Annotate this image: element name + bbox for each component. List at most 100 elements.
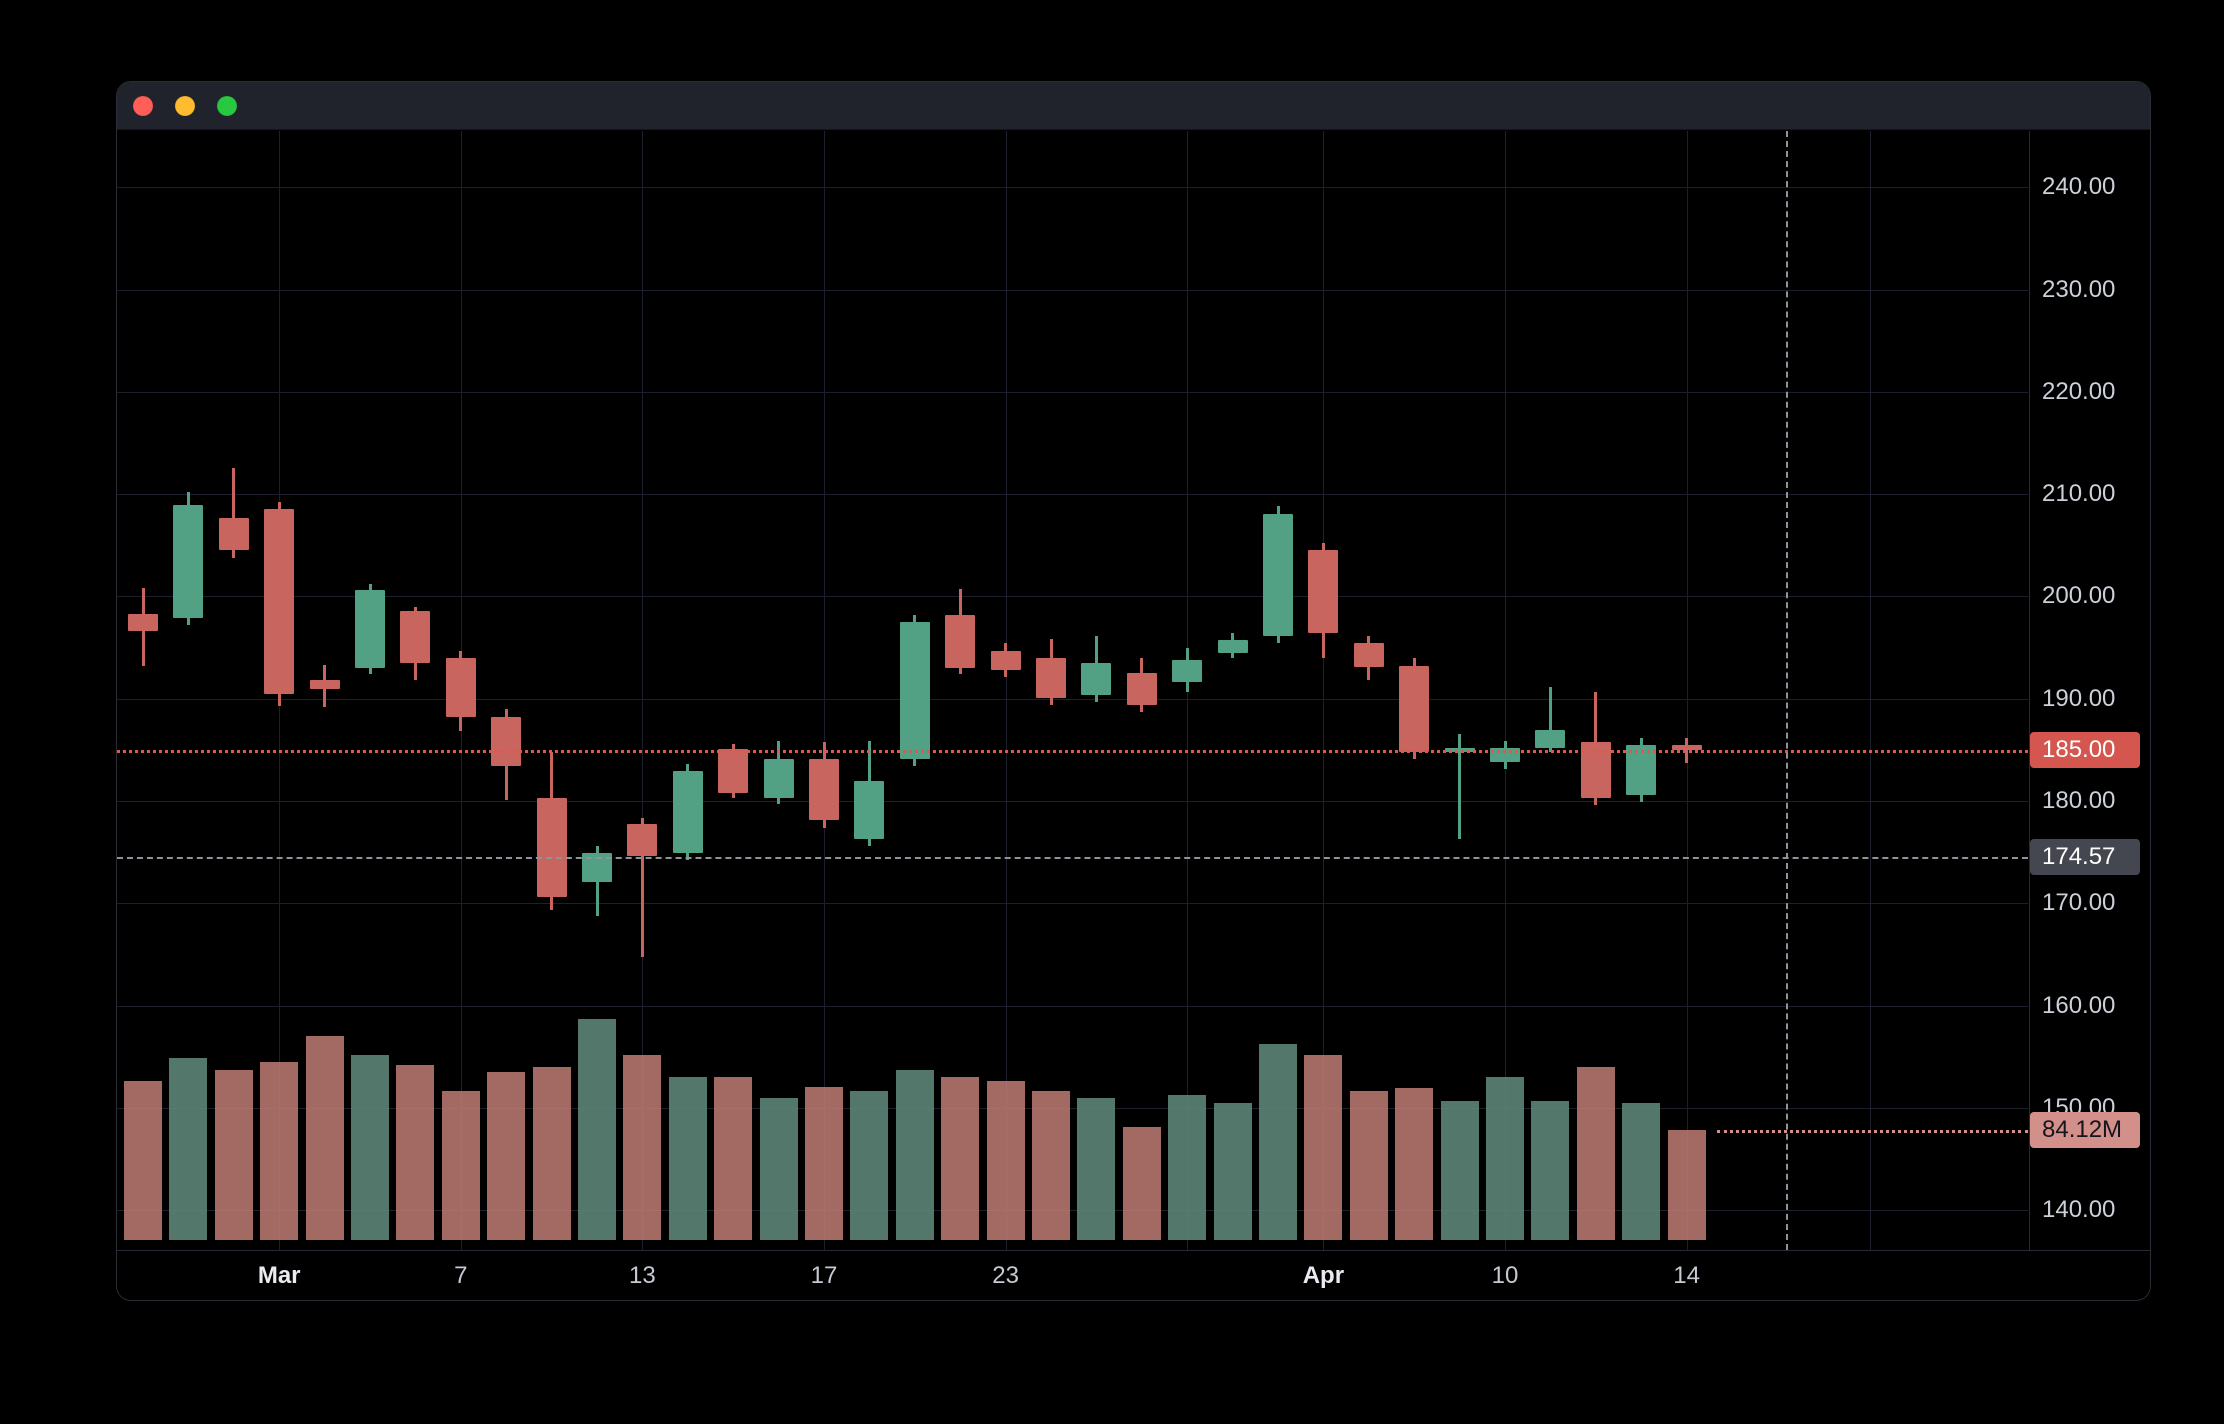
price-tick-label: 220.00: [2042, 377, 2116, 405]
candle-body: [1535, 730, 1566, 748]
volume-bar: [532, 1067, 571, 1240]
volume-badge: 84.12M: [2030, 1111, 2140, 1148]
candle-body: [1036, 657, 1066, 698]
volume-bar: [396, 1065, 435, 1240]
horizontal-gridline: [117, 494, 2028, 496]
crosshair-vertical-line: [1786, 131, 1788, 1250]
crosshair-horizontal-line: [117, 856, 2028, 859]
candle-body: [218, 517, 249, 551]
candle-body: [1217, 640, 1248, 653]
candle-body: [264, 509, 295, 694]
time-tick-label: 14: [1673, 1262, 1700, 1289]
volume-bar: [1531, 1101, 1570, 1240]
candle-body: [400, 610, 431, 663]
vertical-gridline: [1686, 131, 1688, 1250]
candle-body: [718, 748, 749, 793]
volume-bar: [668, 1076, 707, 1240]
horizontal-gridline: [117, 1210, 2028, 1212]
candle-body: [1626, 744, 1657, 795]
horizontal-gridline: [117, 391, 2028, 393]
candle-body: [990, 650, 1021, 671]
price-tick-label: 210.00: [2042, 480, 2116, 508]
horizontal-gridline: [117, 903, 2028, 905]
volume-bar: [805, 1087, 843, 1240]
candle-body: [1081, 662, 1112, 695]
horizontal-gridline: [117, 800, 2028, 802]
volume-bar: [1486, 1076, 1524, 1240]
horizontal-gridline: [117, 187, 2028, 189]
candle-wick: [1458, 734, 1462, 839]
volume-bar: [124, 1080, 162, 1240]
candle-body: [491, 717, 522, 767]
candle-body: [1263, 513, 1293, 637]
candle-body: [945, 614, 976, 668]
volume-bar: [1168, 1094, 1207, 1240]
volume-bar: [623, 1054, 662, 1240]
price-tick-label: 170.00: [2042, 889, 2116, 917]
price-tick-label: 230.00: [2042, 275, 2116, 303]
horizontal-gridline: [117, 698, 2028, 700]
candle-body: [763, 759, 794, 798]
candle-body: [128, 613, 158, 632]
time-axis[interactable]: Mar 7 13 17 23 Apr 10 14: [117, 1250, 2150, 1300]
volume-bar: [578, 1019, 616, 1240]
horizontal-gridline: [117, 1005, 2028, 1007]
vertical-gridline: [1870, 131, 1871, 1250]
last-price-line: [117, 749, 2028, 753]
close-button[interactable]: [133, 96, 153, 116]
volume-bar: [895, 1070, 934, 1240]
time-tick-label: 23: [992, 1262, 1019, 1289]
volume-bar: [305, 1036, 344, 1240]
time-tick-label: 13: [629, 1262, 656, 1289]
volume-bar: [1349, 1091, 1388, 1240]
candle-body: [1172, 659, 1203, 683]
price-tick-label: 180.00: [2042, 786, 2116, 814]
volume-bar: [1213, 1102, 1252, 1240]
volume-bar: [260, 1062, 299, 1240]
candle-body: [536, 797, 567, 898]
volume-bar: [1622, 1102, 1661, 1240]
minimize-button[interactable]: [175, 96, 195, 116]
vertical-gridline: [1505, 131, 1506, 1250]
vertical-gridline: [642, 131, 644, 1250]
volume-bar: [441, 1091, 480, 1240]
price-tick-label: 190.00: [2042, 684, 2116, 712]
candle-body: [1308, 550, 1339, 634]
volume-bar: [1667, 1130, 1706, 1240]
vertical-gridline: [1323, 131, 1325, 1250]
candle-body: [445, 657, 476, 718]
candle-body: [1353, 643, 1384, 667]
price-tick-label: 240.00: [2042, 173, 2116, 201]
volume-bar: [850, 1091, 889, 1240]
volume-bar: [1576, 1067, 1615, 1240]
candle-body: [627, 824, 658, 857]
horizontal-gridline: [117, 596, 2028, 598]
candle-body: [1444, 747, 1475, 752]
price-axis[interactable]: 240.00 230.00 220.00 210.00 200.00 190.00 180.…: [2029, 131, 2150, 1250]
volume-bar: [351, 1054, 389, 1240]
app-window: 240.00 230.00 220.00 210.00 200.00 190.00 180.…: [117, 82, 2150, 1300]
time-tick-label: 7: [454, 1262, 468, 1289]
candle-body: [899, 621, 930, 760]
time-tick-label: Apr: [1302, 1262, 1345, 1289]
time-tick-label: 10: [1491, 1262, 1519, 1289]
volume-bar: [1032, 1091, 1070, 1240]
price-tick-label: 140.00: [2042, 1196, 2116, 1224]
chart-region: 240.00 230.00 220.00 210.00 200.00 190.00 180.…: [117, 131, 2150, 1300]
candle-wick: [640, 818, 644, 958]
titlebar[interactable]: [117, 82, 2150, 130]
volume-last-line: [1717, 1129, 2028, 1133]
horizontal-gridline: [117, 1107, 2028, 1109]
volume-bar: [941, 1076, 980, 1240]
volume-bar: [986, 1080, 1025, 1240]
volume-bar: [1122, 1127, 1161, 1240]
candle-wick: [232, 467, 236, 558]
time-tick-label: 17: [810, 1262, 838, 1289]
volume-bar: [1259, 1043, 1297, 1240]
candle-body: [173, 505, 204, 618]
volume-bar: [759, 1097, 798, 1240]
plot-area[interactable]: [117, 131, 2028, 1250]
zoom-button[interactable]: [217, 96, 237, 116]
volume-bar: [487, 1071, 526, 1240]
candle-body: [1126, 673, 1157, 705]
